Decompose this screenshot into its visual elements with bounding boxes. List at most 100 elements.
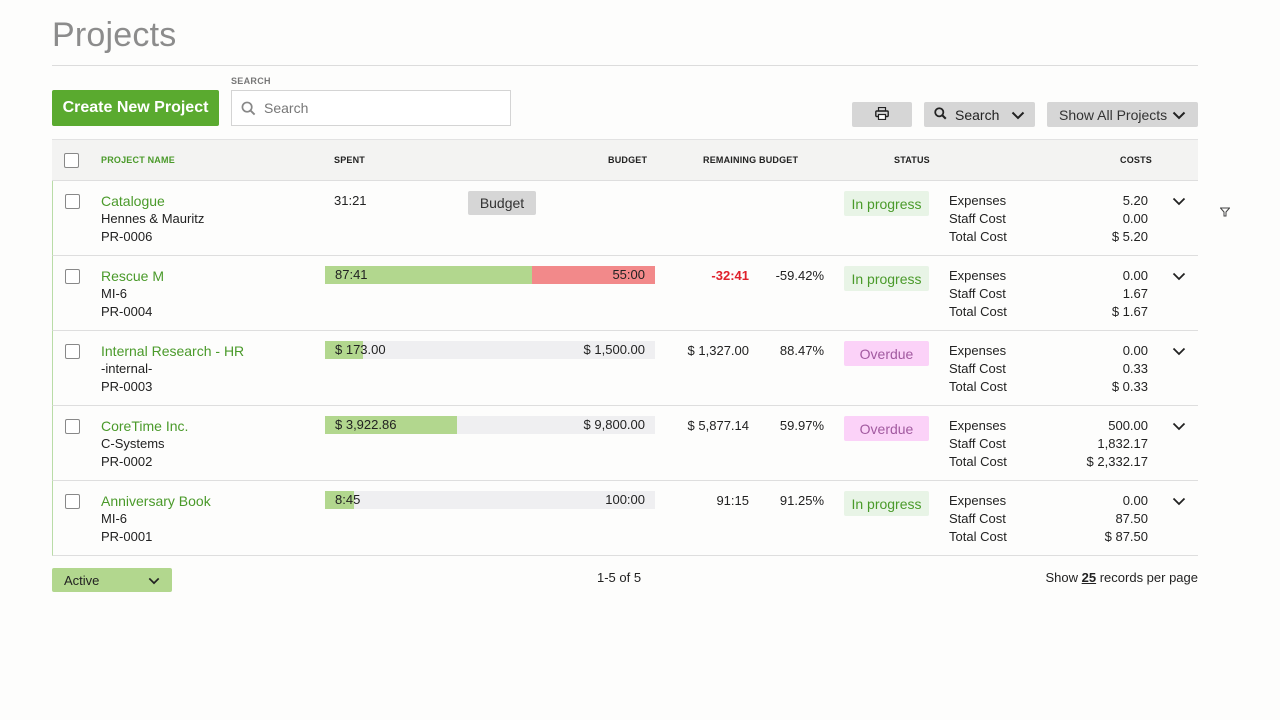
print-icon (875, 106, 889, 123)
per-page-prefix: Show (1045, 570, 1078, 585)
remaining-percent: 59.97% (779, 418, 824, 433)
set-budget-button[interactable]: Budget (468, 191, 536, 215)
status-badge: In progress (844, 491, 929, 516)
header-project-name[interactable]: PROJECT NAME (101, 155, 175, 165)
project-client: MI-6 (101, 286, 127, 301)
table-header: PROJECT NAME SPENT BUDGET REMAINING BUDG… (52, 139, 1198, 181)
project-code: PR-0006 (101, 229, 153, 244)
spent-fill (325, 416, 458, 434)
search-dropdown-label: Search (955, 106, 1000, 123)
project-filter-label: Active (64, 572, 100, 588)
total-cost-label: Total Cost (949, 229, 1007, 244)
chevron-down-icon (1011, 107, 1025, 123)
expand-row-chevron-icon[interactable] (1171, 193, 1187, 209)
status-badge: Overdue (844, 341, 929, 366)
show-projects-dropdown[interactable]: Show All Projects (1047, 102, 1198, 127)
title-divider (52, 65, 1198, 66)
project-client: Hennes & Mauritz (101, 211, 205, 226)
search-dropdown[interactable]: Search (924, 102, 1035, 127)
per-page-count-link[interactable]: 25 (1081, 570, 1097, 585)
records-per-page: Show 25 records per page (1045, 570, 1198, 585)
table-row: Anniversary Book MI-6 PR-0001 8:45 100:0… (52, 481, 1198, 556)
project-client: MI-6 (101, 511, 127, 526)
remaining-percent: 88.47% (779, 343, 824, 358)
header-budget[interactable]: BUDGET (608, 155, 648, 165)
table-row: CoreTime Inc. C-Systems PR-0002 $ 3,922.… (52, 406, 1198, 481)
expenses-value: 5.20 (1122, 193, 1148, 208)
spent-value: $ 3,922.86 (335, 417, 397, 432)
expand-row-chevron-icon[interactable] (1171, 343, 1187, 359)
project-name-link[interactable]: Catalogue (101, 193, 165, 209)
total-cost-value: $ 2,332.17 (1086, 454, 1148, 469)
chevron-down-icon (148, 573, 160, 588)
budget-value: 100:00 (605, 492, 645, 507)
expand-row-chevron-icon[interactable] (1171, 493, 1187, 509)
budget-value: $ 1,500.00 (583, 342, 645, 357)
staff-cost-label: Staff Cost (949, 286, 1006, 301)
pagination-summary: 1-5 of 5 (597, 570, 642, 585)
staff-cost-value: 87.50 (1115, 511, 1148, 526)
remaining-percent: -59.42% (775, 268, 824, 283)
budget-progress-bar: $ 173.00 $ 1,500.00 (325, 341, 655, 359)
project-name-link[interactable]: CoreTime Inc. (101, 418, 189, 434)
expenses-label: Expenses (949, 193, 1007, 208)
search-box[interactable] (231, 90, 511, 126)
expenses-value: 0.00 (1122, 343, 1148, 358)
print-button[interactable] (852, 102, 912, 127)
remaining-budget-value: -32:41 (711, 268, 749, 283)
row-checkbox[interactable] (65, 344, 80, 359)
staff-cost-label: Staff Cost (949, 511, 1006, 526)
filter-icon[interactable] (1219, 205, 1232, 217)
budget-value: $ 9,800.00 (583, 417, 645, 432)
show-projects-label: Show All Projects (1059, 106, 1168, 123)
total-cost-label: Total Cost (949, 379, 1007, 394)
expenses-label: Expenses (949, 493, 1007, 508)
remaining-percent: 91.25% (779, 493, 824, 508)
total-cost-label: Total Cost (949, 304, 1007, 319)
expenses-value: 0.00 (1122, 493, 1148, 508)
staff-cost-label: Staff Cost (949, 211, 1006, 226)
row-checkbox[interactable] (65, 194, 80, 209)
expand-row-chevron-icon[interactable] (1171, 418, 1187, 434)
status-badge: In progress (844, 191, 929, 216)
table-row: Internal Research - HR -internal- PR-000… (52, 331, 1198, 406)
row-checkbox[interactable] (65, 269, 80, 284)
search-input[interactable] (264, 100, 494, 116)
spent-fill (325, 341, 363, 359)
expenses-label: Expenses (949, 268, 1007, 283)
staff-cost-value: 1,832.17 (1097, 436, 1148, 451)
staff-cost-value: 1.67 (1122, 286, 1148, 301)
total-cost-value: $ 5.20 (1111, 229, 1148, 244)
remaining-budget-value: $ 1,327.00 (687, 343, 749, 358)
create-new-project-button[interactable]: Create New Project (52, 90, 219, 126)
spent-value: 87:41 (335, 267, 368, 282)
project-name-link[interactable]: Internal Research - HR (101, 343, 245, 359)
row-checkbox[interactable] (65, 419, 80, 434)
staff-cost-value: 0.33 (1122, 361, 1148, 376)
staff-cost-label: Staff Cost (949, 436, 1006, 451)
page-title: Projects (52, 16, 177, 54)
header-spent[interactable]: SPENT (334, 155, 366, 165)
per-page-suffix: records per page (1099, 570, 1198, 585)
project-name-link[interactable]: Anniversary Book (101, 493, 211, 509)
project-code: PR-0002 (101, 454, 153, 469)
project-code: PR-0001 (101, 529, 153, 544)
staff-cost-value: 0.00 (1122, 211, 1148, 226)
status-badge: Overdue (844, 416, 929, 441)
header-status[interactable]: STATUS (894, 155, 930, 165)
project-name-link[interactable]: Rescue M (101, 268, 165, 284)
spent-value: 31:21 (334, 193, 367, 208)
search-label: SEARCH (231, 76, 271, 86)
total-cost-label: Total Cost (949, 529, 1007, 544)
row-checkbox[interactable] (65, 494, 80, 509)
budget-progress-bar: 8:45 100:00 (325, 491, 655, 509)
header-remaining-budget[interactable]: REMAINING BUDGET (703, 155, 799, 165)
expenses-value: 0.00 (1122, 268, 1148, 283)
budget-value: 55:00 (612, 267, 645, 282)
total-cost-value: $ 1.67 (1111, 304, 1148, 319)
expand-row-chevron-icon[interactable] (1171, 268, 1187, 284)
header-costs[interactable]: COSTS (1120, 155, 1153, 165)
select-all-checkbox[interactable] (64, 153, 79, 168)
project-filter-dropdown[interactable]: Active (52, 568, 172, 592)
total-cost-value: $ 87.50 (1104, 529, 1148, 544)
